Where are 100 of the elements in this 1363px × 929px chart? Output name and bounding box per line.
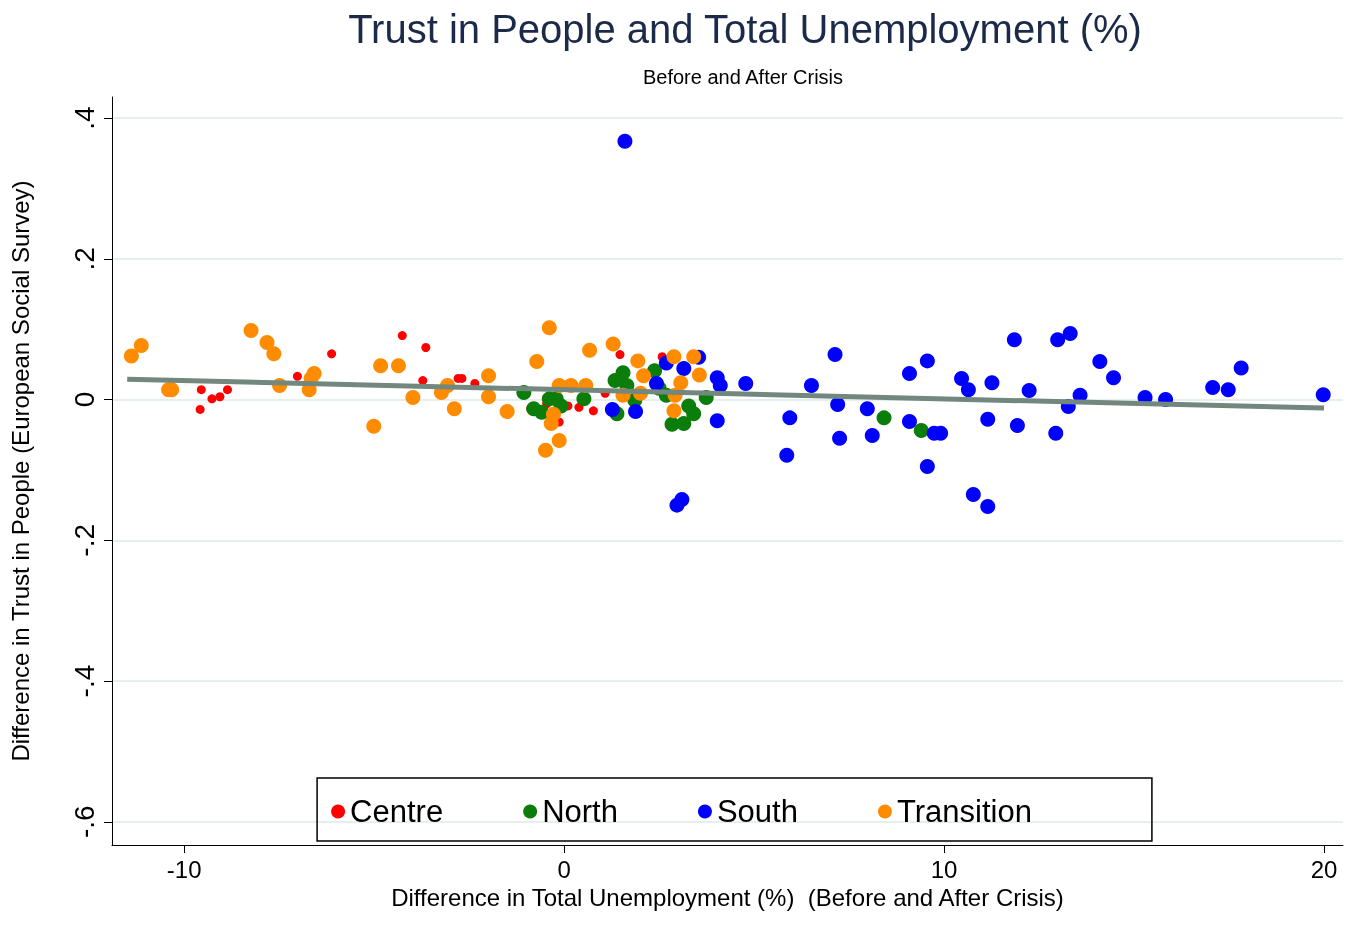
point <box>832 430 848 446</box>
point <box>405 389 421 405</box>
point <box>259 335 275 351</box>
y-tick-label: .4 <box>68 106 100 130</box>
point <box>1106 370 1122 386</box>
point <box>617 133 633 149</box>
point <box>446 401 462 417</box>
point <box>686 349 702 365</box>
point <box>133 337 149 353</box>
x-tick-label: -10 <box>166 855 202 883</box>
point <box>803 378 819 393</box>
point <box>481 389 497 405</box>
point <box>390 358 406 374</box>
y-tick-label: -.6 <box>68 805 100 839</box>
x-tick-label: 20 <box>1310 855 1338 883</box>
point <box>980 411 996 427</box>
point <box>1233 360 1249 376</box>
point <box>876 410 892 426</box>
point <box>582 342 598 358</box>
x-axis-title: Difference in Total Unemployment (%) (Before and After Crisis) <box>391 884 1064 912</box>
point <box>588 406 598 416</box>
point <box>859 401 875 417</box>
point <box>604 401 620 417</box>
y-axis-title: Difference in Trust in People (European Social Survey) <box>6 180 34 762</box>
point <box>481 368 497 384</box>
x-tick-label: 0 <box>557 855 571 883</box>
point <box>223 385 232 395</box>
point <box>1092 354 1108 370</box>
point <box>960 382 976 398</box>
point <box>827 347 843 363</box>
legend-label: South <box>716 794 798 829</box>
point <box>666 349 682 365</box>
point <box>1205 380 1221 396</box>
legend-label: Centre <box>350 794 444 829</box>
point <box>676 361 692 377</box>
point <box>919 458 935 474</box>
point <box>576 391 592 407</box>
point <box>691 367 707 383</box>
point <box>499 404 515 420</box>
point <box>366 418 382 434</box>
point <box>738 375 754 391</box>
x-tick-label: 10 <box>930 855 958 883</box>
point <box>615 350 625 360</box>
point <box>1315 387 1331 403</box>
point <box>421 343 431 352</box>
point <box>648 375 664 391</box>
point <box>628 404 644 420</box>
point <box>615 365 631 381</box>
point <box>782 410 798 426</box>
legend-label: North <box>542 794 618 829</box>
point <box>266 346 282 362</box>
point <box>327 349 337 359</box>
point <box>919 353 935 369</box>
point <box>1050 332 1066 348</box>
point <box>980 499 996 515</box>
point <box>397 331 407 341</box>
point <box>779 447 795 463</box>
point <box>902 366 917 382</box>
point <box>954 370 970 386</box>
point <box>984 375 1000 391</box>
point <box>686 406 702 422</box>
point <box>292 371 302 381</box>
point <box>666 403 682 419</box>
point <box>373 358 389 374</box>
point <box>830 397 846 412</box>
chart-title: Trust in People and Total Unemployment (%) <box>348 7 1142 51</box>
point <box>123 348 139 364</box>
point <box>676 416 692 431</box>
point <box>538 442 554 458</box>
point <box>529 354 545 370</box>
point <box>630 353 646 369</box>
y-tick-label: -.4 <box>68 664 100 698</box>
point <box>1006 332 1022 348</box>
point <box>1062 325 1078 341</box>
point <box>196 385 206 395</box>
point <box>551 432 567 448</box>
point <box>674 492 690 507</box>
point <box>864 427 880 443</box>
point <box>195 404 205 414</box>
point <box>712 378 728 393</box>
y-tick-label: -.2 <box>68 523 100 557</box>
point <box>1009 418 1025 434</box>
point <box>709 413 725 429</box>
point <box>636 368 652 384</box>
point <box>913 423 929 439</box>
point <box>1220 382 1236 398</box>
legend-label: Transition <box>896 794 1032 829</box>
point <box>541 320 557 336</box>
point <box>673 375 689 391</box>
point <box>902 413 917 429</box>
point <box>965 487 981 503</box>
chart-subtitle: Before and After Crisis <box>642 66 844 88</box>
point <box>243 323 259 339</box>
y-tick-label: .2 <box>68 247 100 271</box>
point <box>207 394 217 404</box>
y-tick-label: 0 <box>68 391 100 408</box>
point <box>1021 382 1037 398</box>
point <box>215 392 225 402</box>
point <box>1048 425 1064 441</box>
point <box>546 406 561 422</box>
